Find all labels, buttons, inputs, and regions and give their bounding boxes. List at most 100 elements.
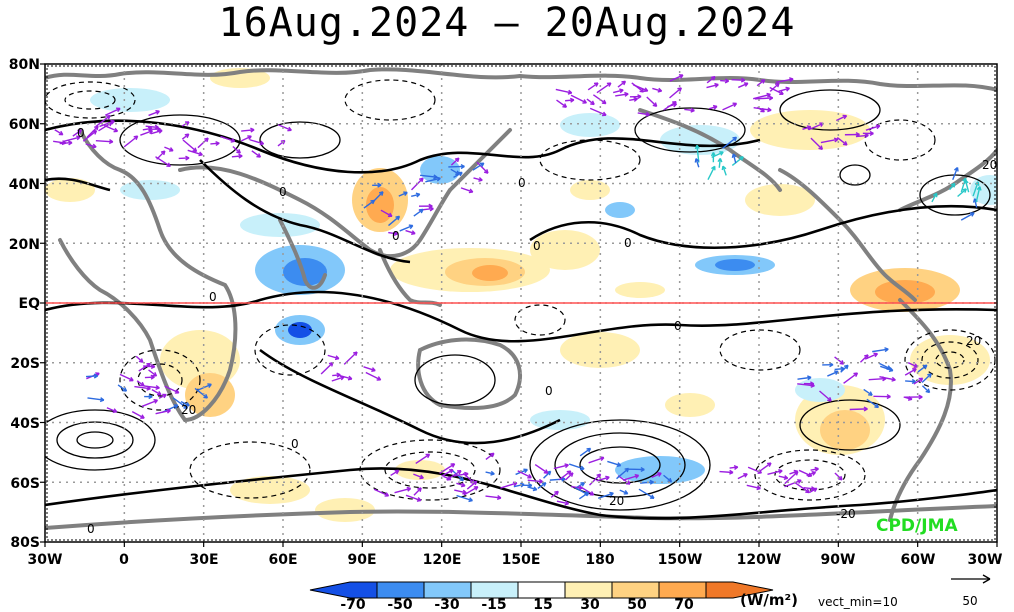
colorbar-segment (423, 581, 472, 599)
flux-arrow (746, 484, 761, 491)
colorbar-label: 50 (627, 597, 647, 612)
flux-arrow (456, 494, 473, 503)
flux-arrow (855, 133, 869, 139)
flux-arrow (450, 157, 460, 166)
flux-arrow (827, 370, 839, 377)
flux-arrow (596, 475, 610, 482)
flux-arrow (904, 368, 917, 376)
flux-arrow (565, 97, 575, 103)
flux-arrow (570, 94, 587, 104)
flux-arrow (737, 82, 749, 89)
flux-arrow (158, 393, 167, 399)
flux-arrow (85, 373, 99, 379)
flux-arrow (380, 209, 393, 218)
flux-arrow (210, 140, 220, 146)
flux-arrow (472, 162, 485, 171)
contour-label: 0 (674, 319, 682, 333)
flux-arrow (556, 99, 568, 108)
flux-arrow (95, 114, 111, 128)
flux-arrow (443, 475, 452, 481)
flux-arrow (388, 215, 401, 227)
flux-arrow (143, 363, 156, 370)
flux-arrow (663, 474, 673, 483)
flux-arrow (754, 95, 774, 101)
flux-arrow (865, 124, 881, 131)
flux-arrow (103, 124, 119, 133)
lat-label: 80S (10, 535, 40, 551)
flux-arrow (684, 107, 695, 113)
flux-vectors (53, 74, 982, 506)
flux-arrow (834, 472, 843, 481)
flux-arrow (957, 188, 967, 198)
flux-arrow (756, 79, 766, 87)
flux-arrow (398, 191, 408, 197)
flux-arrow (578, 491, 590, 500)
flux-arrow (425, 176, 441, 183)
lat-label: 60S (10, 476, 40, 492)
flux-arrow (637, 111, 650, 117)
flux-arrow (413, 208, 424, 217)
flux-arrow (405, 229, 416, 236)
contour-label: 0 (77, 126, 85, 140)
flux-arrow (629, 94, 642, 100)
flux-arrow (719, 469, 734, 475)
flux-arrow (363, 199, 376, 209)
flux-arrow (123, 135, 139, 148)
flux-arrow (181, 133, 190, 140)
flux-arrow (476, 161, 489, 174)
flux-arrow (388, 230, 398, 236)
contour-label: 0 (209, 290, 217, 304)
flux-arrow (810, 466, 819, 472)
flux-arrow (568, 463, 585, 471)
flux-arrow (921, 373, 932, 384)
flux-arrow (164, 385, 180, 394)
lon-label: 30E (189, 552, 218, 568)
flux-arrow (663, 101, 677, 111)
flux-arrow (441, 469, 454, 477)
colorbar-label: 70 (674, 597, 694, 612)
flux-arrow (596, 82, 612, 94)
flux-arrow (706, 75, 716, 84)
flux-arrow (117, 384, 128, 392)
flux-arrow (767, 468, 783, 476)
flux-arrow (537, 482, 547, 490)
flux-arrow (589, 473, 602, 486)
flux-arrow (405, 494, 422, 502)
flux-arrow (607, 460, 622, 468)
flux-arrow (834, 356, 845, 365)
flux-arrow (720, 78, 730, 84)
flux-arrow (558, 470, 572, 481)
colorbar-label: -15 (481, 597, 506, 612)
flux-arrow (485, 470, 495, 476)
flux-arrow (904, 394, 923, 400)
flux-arrow (241, 135, 252, 142)
flux-arrow (878, 362, 892, 370)
flux-arrow (460, 187, 474, 194)
flux-arrow (931, 192, 938, 203)
flux-arrow (141, 399, 159, 408)
flux-arrow (638, 488, 655, 499)
colorbar-segment (611, 581, 660, 599)
colorbar-label: 15 (533, 597, 552, 612)
flux-arrow (836, 114, 848, 122)
flux-arrow (753, 107, 772, 113)
flux-arrow (513, 482, 525, 488)
flux-arrow (148, 369, 158, 377)
flux-arrow (632, 84, 649, 93)
flux-arrow (579, 447, 592, 457)
flux-arrow (140, 129, 153, 136)
flux-arrow (394, 486, 412, 494)
flux-arrow (597, 491, 614, 499)
lon-label: 60E (268, 552, 297, 568)
flux-arrow (879, 375, 896, 382)
flux-arrow (731, 153, 737, 164)
flux-arrow (731, 156, 744, 167)
flux-arrow (694, 158, 700, 168)
flux-arrow (456, 482, 466, 488)
flux-arrow (722, 102, 738, 111)
flux-arrow (418, 203, 433, 209)
flux-arrow (332, 372, 341, 378)
flux-arrow (135, 355, 144, 363)
flux-arrow (463, 486, 479, 496)
colorbar-label: 30 (580, 597, 600, 612)
